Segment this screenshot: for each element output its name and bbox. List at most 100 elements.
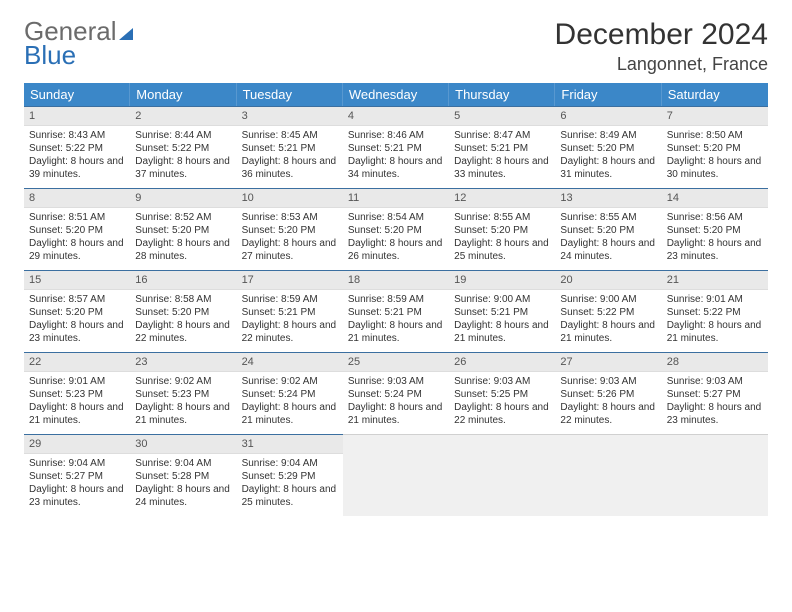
day-cell: 14Sunrise: 8:56 AMSunset: 5:20 PMDayligh… (662, 188, 768, 270)
day-info: Sunrise: 8:55 AMSunset: 5:20 PMDaylight:… (449, 208, 555, 268)
day-info: Sunrise: 9:01 AMSunset: 5:22 PMDaylight:… (662, 290, 768, 350)
day-number: 1 (24, 107, 130, 126)
sunrise-text: Sunrise: 9:03 AM (454, 375, 550, 388)
sunrise-text: Sunrise: 9:00 AM (454, 293, 550, 306)
day-info: Sunrise: 8:45 AMSunset: 5:21 PMDaylight:… (237, 126, 343, 186)
weekday-header: Monday (130, 83, 236, 106)
month-title: December 2024 (555, 18, 768, 52)
sunrise-text: Sunrise: 9:00 AM (560, 293, 656, 306)
sunrise-text: Sunrise: 9:01 AM (667, 293, 763, 306)
day-cell: 22Sunrise: 9:01 AMSunset: 5:23 PMDayligh… (24, 352, 130, 434)
daylight-text: Daylight: 8 hours and 24 minutes. (135, 483, 231, 509)
day-number: 13 (555, 189, 661, 208)
sunrise-text: Sunrise: 9:03 AM (560, 375, 656, 388)
daylight-text: Daylight: 8 hours and 21 minutes. (29, 401, 125, 427)
daylight-text: Daylight: 8 hours and 24 minutes. (560, 237, 656, 263)
sunset-text: Sunset: 5:25 PM (454, 388, 550, 401)
daylight-text: Daylight: 8 hours and 27 minutes. (242, 237, 338, 263)
day-info: Sunrise: 8:47 AMSunset: 5:21 PMDaylight:… (449, 126, 555, 186)
day-cell: 15Sunrise: 8:57 AMSunset: 5:20 PMDayligh… (24, 270, 130, 352)
daylight-text: Daylight: 8 hours and 21 minutes. (560, 319, 656, 345)
day-cell: 25Sunrise: 9:03 AMSunset: 5:24 PMDayligh… (343, 352, 449, 434)
sunset-text: Sunset: 5:27 PM (29, 470, 125, 483)
day-number: 14 (662, 189, 768, 208)
day-cell: 12Sunrise: 8:55 AMSunset: 5:20 PMDayligh… (449, 188, 555, 270)
sunrise-text: Sunrise: 9:03 AM (667, 375, 763, 388)
day-info: Sunrise: 8:57 AMSunset: 5:20 PMDaylight:… (24, 290, 130, 350)
sunrise-text: Sunrise: 8:47 AM (454, 129, 550, 142)
daylight-text: Daylight: 8 hours and 23 minutes. (29, 483, 125, 509)
sunrise-text: Sunrise: 9:02 AM (135, 375, 231, 388)
day-number: 22 (24, 353, 130, 372)
sunset-text: Sunset: 5:26 PM (560, 388, 656, 401)
day-number: 11 (343, 189, 449, 208)
weekday-header: Thursday (449, 83, 555, 106)
day-cell: 18Sunrise: 8:59 AMSunset: 5:21 PMDayligh… (343, 270, 449, 352)
day-cell: 7Sunrise: 8:50 AMSunset: 5:20 PMDaylight… (662, 106, 768, 188)
sunset-text: Sunset: 5:20 PM (560, 142, 656, 155)
day-info: Sunrise: 8:53 AMSunset: 5:20 PMDaylight:… (237, 208, 343, 268)
weekday-header: Friday (555, 83, 661, 106)
daylight-text: Daylight: 8 hours and 25 minutes. (242, 483, 338, 509)
daylight-text: Daylight: 8 hours and 22 minutes. (454, 401, 550, 427)
sunrise-text: Sunrise: 9:02 AM (242, 375, 338, 388)
day-info: Sunrise: 8:58 AMSunset: 5:20 PMDaylight:… (130, 290, 236, 350)
empty-cell (343, 434, 449, 516)
day-info: Sunrise: 8:59 AMSunset: 5:21 PMDaylight:… (237, 290, 343, 350)
day-cell: 6Sunrise: 8:49 AMSunset: 5:20 PMDaylight… (555, 106, 661, 188)
sunrise-text: Sunrise: 8:43 AM (29, 129, 125, 142)
day-number: 31 (237, 435, 343, 454)
sunset-text: Sunset: 5:23 PM (29, 388, 125, 401)
sunrise-text: Sunrise: 8:55 AM (560, 211, 656, 224)
sunset-text: Sunset: 5:28 PM (135, 470, 231, 483)
sunset-text: Sunset: 5:20 PM (667, 224, 763, 237)
day-cell: 21Sunrise: 9:01 AMSunset: 5:22 PMDayligh… (662, 270, 768, 352)
daylight-text: Daylight: 8 hours and 21 minutes. (135, 401, 231, 427)
sunrise-text: Sunrise: 8:52 AM (135, 211, 231, 224)
location-label: Langonnet, France (555, 54, 768, 75)
day-cell: 19Sunrise: 9:00 AMSunset: 5:21 PMDayligh… (449, 270, 555, 352)
day-cell: 10Sunrise: 8:53 AMSunset: 5:20 PMDayligh… (237, 188, 343, 270)
day-info: Sunrise: 8:52 AMSunset: 5:20 PMDaylight:… (130, 208, 236, 268)
day-info: Sunrise: 9:00 AMSunset: 5:21 PMDaylight:… (449, 290, 555, 350)
day-info: Sunrise: 8:46 AMSunset: 5:21 PMDaylight:… (343, 126, 449, 186)
day-cell: 16Sunrise: 8:58 AMSunset: 5:20 PMDayligh… (130, 270, 236, 352)
day-number: 19 (449, 271, 555, 290)
sunrise-text: Sunrise: 8:45 AM (242, 129, 338, 142)
sunset-text: Sunset: 5:22 PM (29, 142, 125, 155)
weekday-header: Tuesday (237, 83, 343, 106)
daylight-text: Daylight: 8 hours and 39 minutes. (29, 155, 125, 181)
sunset-text: Sunset: 5:21 PM (454, 142, 550, 155)
sunset-text: Sunset: 5:20 PM (348, 224, 444, 237)
sunset-text: Sunset: 5:20 PM (29, 306, 125, 319)
sunset-text: Sunset: 5:21 PM (242, 306, 338, 319)
day-info: Sunrise: 8:49 AMSunset: 5:20 PMDaylight:… (555, 126, 661, 186)
day-number: 7 (662, 107, 768, 126)
brand-triangle-icon (119, 28, 133, 40)
day-number: 8 (24, 189, 130, 208)
day-cell: 27Sunrise: 9:03 AMSunset: 5:26 PMDayligh… (555, 352, 661, 434)
daylight-text: Daylight: 8 hours and 30 minutes. (667, 155, 763, 181)
day-number: 25 (343, 353, 449, 372)
day-number: 29 (24, 435, 130, 454)
day-number: 9 (130, 189, 236, 208)
day-number: 18 (343, 271, 449, 290)
day-number: 28 (662, 353, 768, 372)
daylight-text: Daylight: 8 hours and 25 minutes. (454, 237, 550, 263)
day-number: 5 (449, 107, 555, 126)
sunrise-text: Sunrise: 9:03 AM (348, 375, 444, 388)
sunrise-text: Sunrise: 8:53 AM (242, 211, 338, 224)
day-info: Sunrise: 8:55 AMSunset: 5:20 PMDaylight:… (555, 208, 661, 268)
sunset-text: Sunset: 5:24 PM (348, 388, 444, 401)
daylight-text: Daylight: 8 hours and 29 minutes. (29, 237, 125, 263)
sunset-text: Sunset: 5:27 PM (667, 388, 763, 401)
sunset-text: Sunset: 5:20 PM (454, 224, 550, 237)
sunset-text: Sunset: 5:21 PM (454, 306, 550, 319)
day-number: 2 (130, 107, 236, 126)
day-cell: 5Sunrise: 8:47 AMSunset: 5:21 PMDaylight… (449, 106, 555, 188)
daylight-text: Daylight: 8 hours and 21 minutes. (454, 319, 550, 345)
day-cell: 8Sunrise: 8:51 AMSunset: 5:20 PMDaylight… (24, 188, 130, 270)
sunset-text: Sunset: 5:21 PM (348, 142, 444, 155)
day-info: Sunrise: 9:04 AMSunset: 5:27 PMDaylight:… (24, 454, 130, 514)
sunset-text: Sunset: 5:22 PM (135, 142, 231, 155)
